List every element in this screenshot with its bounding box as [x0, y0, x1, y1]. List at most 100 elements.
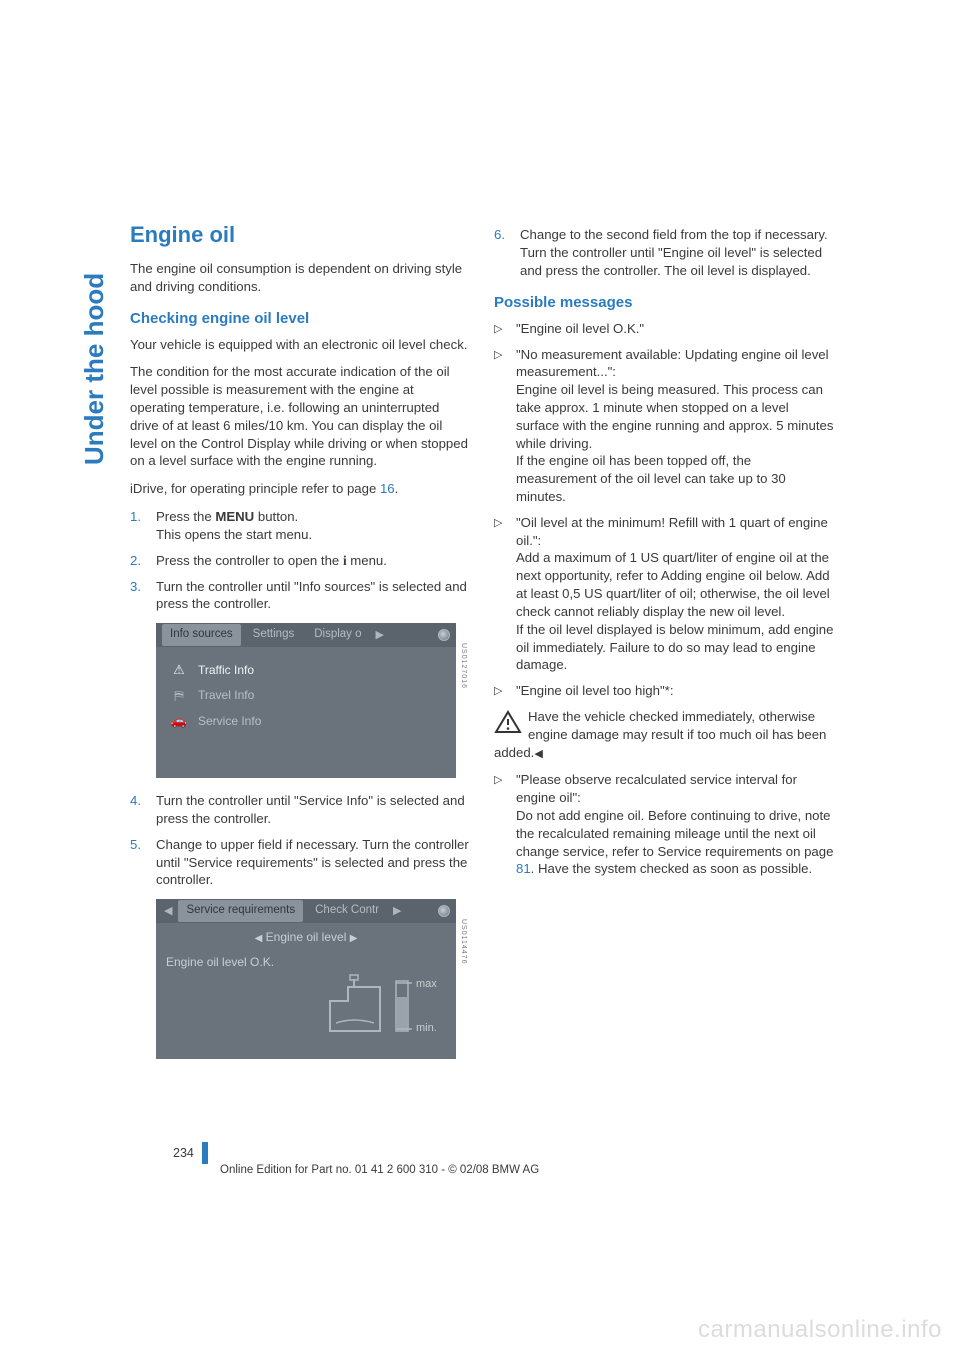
menu-item-label: Traffic Info — [198, 662, 254, 678]
page-content: Engine oil The engine oil consumption is… — [130, 220, 860, 1073]
text-fragment: Press the — [156, 509, 215, 524]
watermark-text: carmanualsonline.info — [698, 1316, 942, 1344]
left-column: Engine oil The engine oil consumption is… — [130, 220, 470, 1073]
chevron-left-icon: ◀ — [255, 933, 263, 944]
two-column-layout: Engine oil The engine oil consumption is… — [130, 220, 860, 1073]
step-3: 3. Turn the controller until "Info sourc… — [130, 578, 470, 614]
msg-level-ok: ▷ "Engine oil level O.K." — [494, 320, 834, 338]
controller-dot-icon — [438, 629, 450, 641]
text-fragment: : — [670, 683, 674, 698]
msg-body: "Engine oil level too high"*: — [516, 682, 834, 700]
chevron-left-icon: ◀ — [162, 904, 174, 919]
travel-signpost-icon: ⛿ — [170, 687, 188, 705]
text-fragment: "Engine oil level too high" — [516, 683, 665, 698]
text-fragment: "Please observe recalculated service int… — [516, 772, 797, 805]
menu-item-travel: ⛿ Travel Info — [170, 683, 442, 709]
text-fragment: If the engine oil has been topped off, t… — [516, 453, 786, 504]
messages-list: ▷ "Engine oil level O.K." ▷ "No measurem… — [494, 320, 834, 700]
side-title-text: Under the hood — [79, 273, 110, 465]
heading-engine-oil: Engine oil — [130, 220, 470, 250]
page-link-16[interactable]: 16 — [380, 481, 395, 496]
menu-item-label: Travel Info — [198, 687, 254, 703]
step-number: 6. — [494, 226, 520, 279]
text-fragment: . — [395, 481, 399, 496]
msg-body: "Oil level at the minimum! Refill with 1… — [516, 514, 834, 674]
step-number: 5. — [130, 836, 156, 889]
text-fragment: Engine oil level is being measured. This… — [516, 382, 833, 450]
text-fragment: button. — [254, 509, 298, 524]
heading-checking-level: Checking engine oil level — [130, 309, 470, 329]
msg-body: "No measurement available: Updating engi… — [516, 346, 834, 506]
heading-possible-messages: Possible messages — [494, 293, 834, 313]
footer-copyright: Online Edition for Part no. 01 41 2 600 … — [220, 1164, 539, 1176]
page-number: 234 — [173, 1146, 194, 1160]
chevron-right-icon: ▶ — [391, 904, 403, 919]
image-ref-code: US0127016 — [459, 643, 468, 689]
step-5: 5. Change to upper field if necessary. T… — [130, 836, 470, 889]
idrive-screenshot-oil-level: ◀ Service requirements Check Contr ▶ ◀ E… — [156, 899, 456, 1059]
step-number: 4. — [130, 792, 156, 828]
menu-button-label: MENU — [215, 509, 254, 524]
para-conditions: The condition for the most accurate indi… — [130, 363, 470, 470]
steps-list-continued: 4. Turn the controller until "Service In… — [130, 792, 470, 889]
warning-text: Have the vehicle checked immediately, ot… — [494, 709, 826, 760]
triangle-bullet-icon: ▷ — [494, 514, 516, 674]
selector-label: Engine oil level — [266, 930, 347, 944]
step-body: Change to the second field from the top … — [520, 226, 834, 279]
step-6: 6. Change to the second field from the t… — [494, 226, 834, 279]
chevron-right-icon: ▶ — [350, 933, 358, 944]
text-fragment: If the oil level displayed is below mini… — [516, 622, 833, 673]
text-fragment: This opens the start menu. — [156, 527, 312, 542]
warning-triangle-icon — [494, 710, 522, 734]
msg-body: "Engine oil level O.K." — [516, 320, 834, 338]
oil-status-text: Engine oil level O.K. — [156, 950, 456, 970]
msg-oil-minimum: ▷ "Oil level at the minimum! Refill with… — [494, 514, 834, 674]
text-fragment: "No measurement available: Updating engi… — [516, 347, 829, 380]
selector-row: ◀ Engine oil level ▶ — [156, 923, 456, 950]
text-fragment: iDrive, for operating principle refer to… — [130, 481, 380, 496]
step-body: Press the MENU button. This opens the st… — [156, 508, 470, 544]
para-electronic-check: Your vehicle is equipped with an electro… — [130, 336, 470, 354]
right-column: 6. Change to the second field from the t… — [494, 220, 834, 1073]
triangle-bullet-icon: ▷ — [494, 320, 516, 338]
gauge-max-label: max — [416, 978, 437, 990]
oil-gauge-graphic: max min. — [318, 973, 438, 1045]
page-number-bar — [202, 1142, 208, 1164]
tab-service-req: Service requirements — [178, 900, 303, 922]
steps-list: 1. Press the MENU button. This opens the… — [130, 508, 470, 613]
triangle-bullet-icon: ▷ — [494, 682, 516, 700]
menu-item-traffic: ⚠ Traffic Info — [170, 657, 442, 683]
controller-dot-icon — [438, 905, 450, 917]
step-number: 2. — [130, 552, 156, 570]
image-ref-code: US0114476 — [459, 919, 468, 964]
steps-list-right: 6. Change to the second field from the t… — [494, 226, 834, 279]
car-service-icon: 🚗 — [170, 712, 188, 730]
tab-info-sources: Info sources — [162, 624, 241, 646]
step-number: 1. — [130, 508, 156, 544]
msg-oil-too-high: ▷ "Engine oil level too high"*: — [494, 682, 834, 700]
text-fragment: . Have the system checked as soon as pos… — [531, 861, 812, 876]
tab-check-control: Check Contr — [307, 900, 387, 922]
end-marker-icon: ◀ — [534, 748, 542, 760]
step-2: 2. Press the controller to open the i me… — [130, 552, 470, 570]
gauge-min-label: min. — [416, 1022, 437, 1034]
step-body: Turn the controller until "Info sources"… — [156, 578, 470, 614]
step-4: 4. Turn the controller until "Service In… — [130, 792, 470, 828]
page-link-81[interactable]: 81 — [516, 861, 531, 876]
step-number: 3. — [130, 578, 156, 614]
menu-item-service: 🚗 Service Info — [170, 708, 442, 734]
messages-list-2: ▷ "Please observe recalculated service i… — [494, 771, 834, 878]
triangle-bullet-icon: ▷ — [494, 771, 516, 878]
triangle-bullet-icon: ▷ — [494, 346, 516, 506]
intro-paragraph: The engine oil consumption is dependent … — [130, 260, 470, 296]
warning-block: Have the vehicle checked immediately, ot… — [494, 708, 834, 761]
traffic-warning-icon: ⚠ — [170, 661, 188, 679]
step-body: Change to upper field if necessary. Turn… — [156, 836, 470, 889]
step-body: Press the controller to open the i menu. — [156, 552, 470, 570]
text-fragment: Add a maximum of 1 US quart/liter of eng… — [516, 550, 830, 618]
menu-list: ⚠ Traffic Info ⛿ Travel Info 🚗 Service I… — [156, 647, 456, 744]
step-body: Turn the controller until "Service Info"… — [156, 792, 470, 828]
menu-item-label: Service Info — [198, 713, 261, 729]
step-1: 1. Press the MENU button. This opens the… — [130, 508, 470, 544]
tab-row: Info sources Settings Display o ▶ — [156, 623, 456, 647]
